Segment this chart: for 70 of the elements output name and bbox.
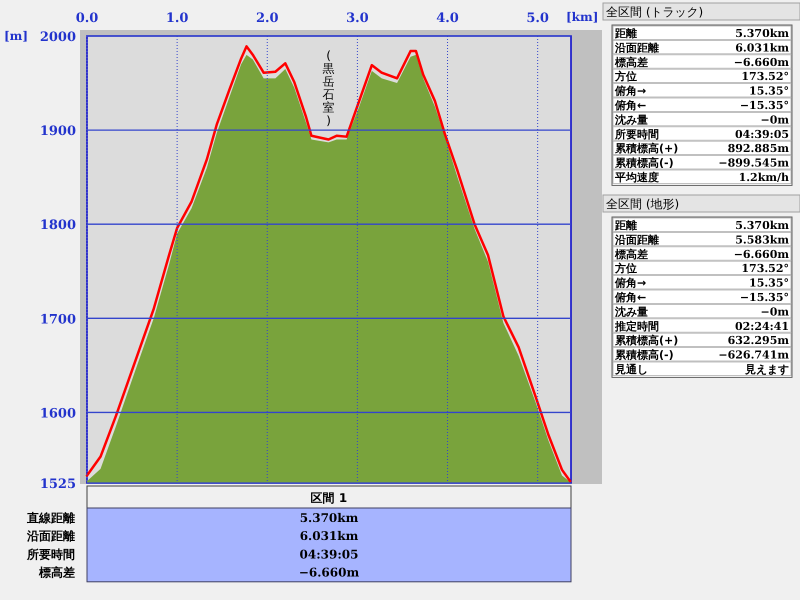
y-tick-label: 1800 [40,218,76,234]
text: 所要時間 [614,128,659,141]
text: −6.660m [734,56,790,69]
text: −0m [760,113,790,126]
text: 沿面距離 [614,233,659,246]
y-tick-label: 2000 [40,30,76,45]
text: 04:39:05 [300,547,358,562]
text: 距離 [614,27,637,40]
text: 1.2km/h [738,171,789,184]
text: 173.52° [741,262,789,276]
text: 173.52° [741,70,789,84]
text: −899.545m [718,156,790,170]
text: 5.370km [735,219,790,232]
text: 全区間 (地形) [606,197,680,211]
text: 沿面距離 [26,529,75,544]
text: −6.660m [734,248,790,261]
text: 累積標高(+) [614,142,678,156]
text: 02:24:41 [734,320,789,333]
x-tick-label: 5.0 [526,11,549,26]
text: 15.35° [749,84,789,98]
text: 見えます [744,363,789,376]
y-axis-title: [m] [4,29,28,43]
text: −15.35° [740,291,789,304]
text: 方位 [614,70,637,84]
text: 見通し [614,363,648,376]
text: 5.583km [735,233,790,246]
text: 距離 [614,219,637,232]
text: 標高差 [38,566,75,580]
text: −626.741m [718,348,790,362]
x-axis-title: [km] [566,10,598,24]
text: 5.370km [300,511,359,525]
text: 推定時間 [614,320,659,333]
text: −0m [760,305,790,318]
x-tick-label: 3.0 [346,11,369,26]
text: 5.370km [735,27,790,40]
text: 04:39:05 [734,128,789,141]
x-tick-label: 4.0 [436,11,459,26]
y-tick-label: 1700 [40,312,76,328]
text: 俯角← [614,99,646,112]
text: 15.35° [749,276,789,290]
text: 沿面距離 [614,41,659,54]
text: 6.031km [300,529,359,544]
text: 累積標高(+) [614,334,678,348]
text: 沈み量 [614,305,648,318]
text: 632.295m [728,334,790,348]
x-tick-label: 1.0 [166,11,188,26]
x-tick-label: 2.0 [256,11,279,26]
text: 所要時間 [26,547,75,562]
text: 標高差 [614,248,648,261]
text: 全区間 (トラック) [606,5,704,19]
y-tick-label: 1525 [40,477,76,492]
x-tick-label: 0.0 [76,11,98,26]
text: 累積標高(-) [614,156,674,170]
text: 直線距離 [26,511,75,525]
text: −6.660m [298,566,360,580]
text: 区間 1 [310,491,348,505]
text: 892.885m [728,142,790,156]
annotation: (黒岳石室) [322,48,335,128]
text: 累積標高(-) [614,348,674,362]
text: −15.35° [740,99,789,112]
y-tick-label: 1900 [40,124,76,140]
text: 6.031km [735,41,790,54]
text: 標高差 [614,56,648,69]
y-tick-label: 1600 [40,406,76,422]
text: 俯角← [614,291,646,304]
text: 方位 [614,262,637,276]
text: 俯角→ [614,276,646,290]
text: 沈み量 [614,113,648,126]
text: 俯角→ [614,84,646,98]
text: 平均速度 [614,171,659,184]
